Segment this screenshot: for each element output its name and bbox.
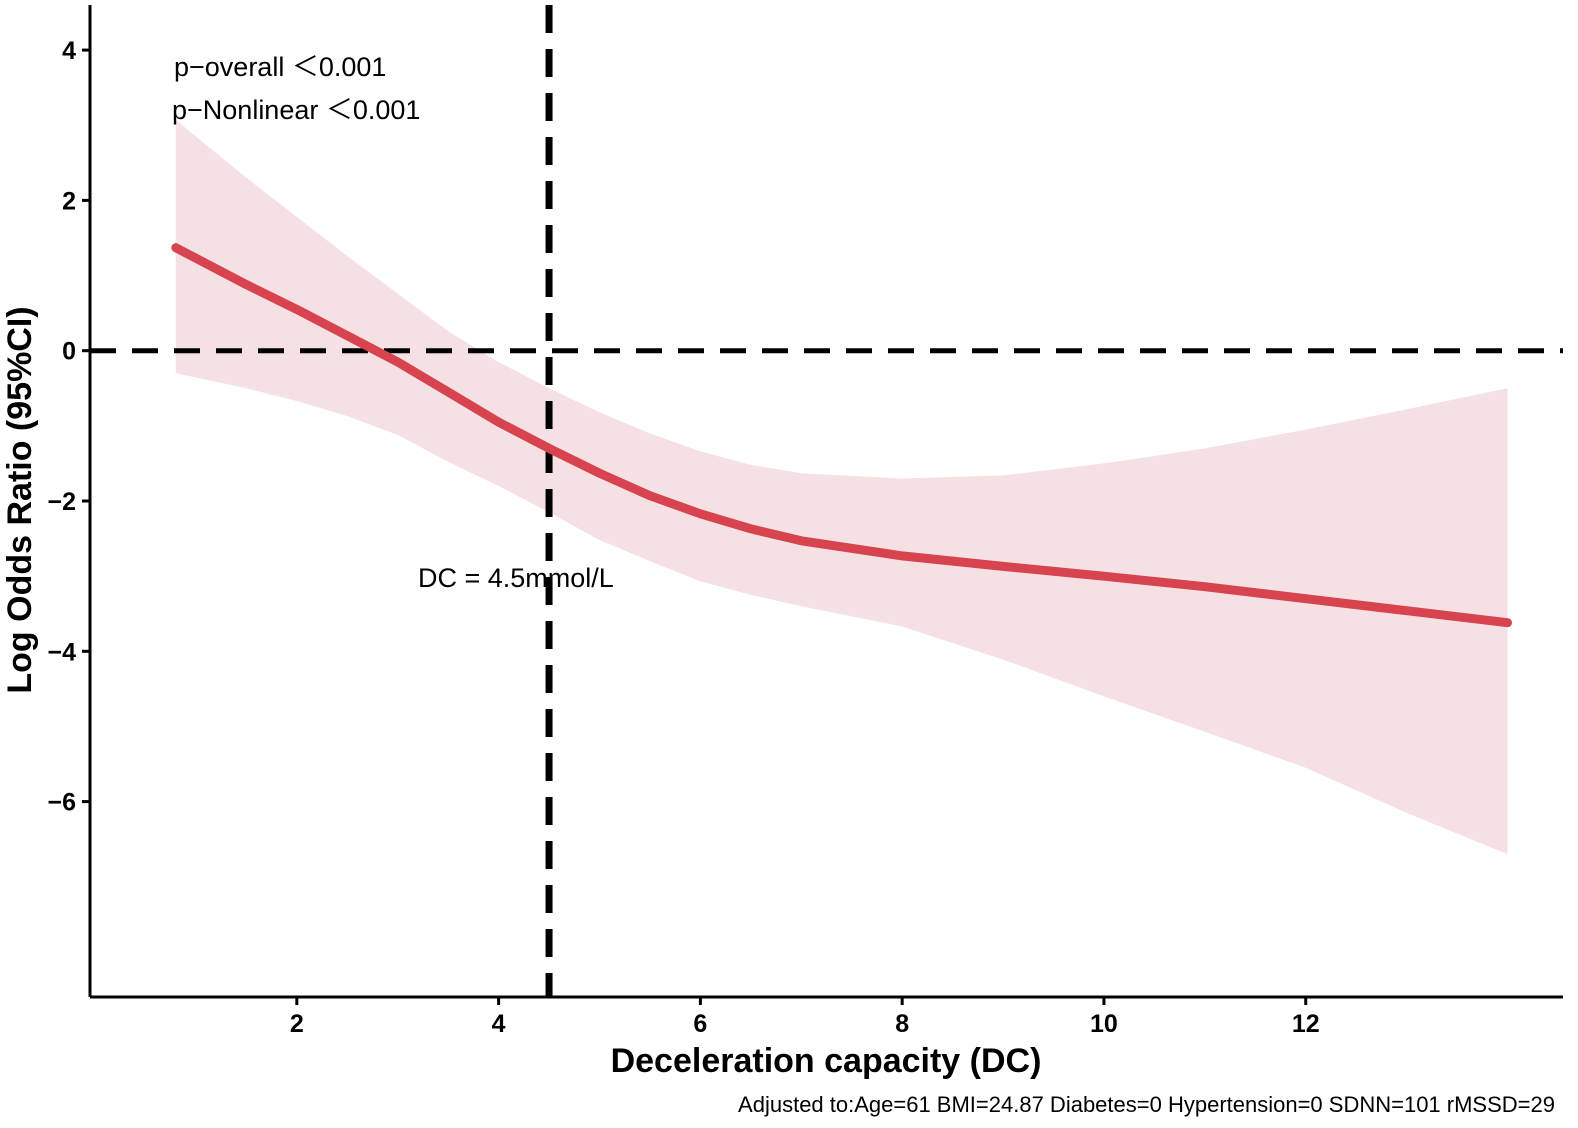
x-tick-label: 12 <box>1292 1010 1320 1038</box>
x-tick-label: 2 <box>290 1010 304 1038</box>
y-tick-label: −4 <box>47 638 76 666</box>
x-tick-label: 6 <box>693 1010 707 1038</box>
y-tick-label: 0 <box>62 338 76 366</box>
adjusted-note: Adjusted to:Age=61 BMI=24.87 Diabetes=0 … <box>738 1092 1555 1117</box>
confidence-band <box>175 120 1508 855</box>
y-ticks: 4 2 0 −2 −4 −6 <box>47 37 90 817</box>
x-axis-title: Deceleration capacity (DC) <box>611 1042 1042 1080</box>
y-tick-label: 2 <box>62 187 76 215</box>
plot-area <box>90 5 1563 997</box>
y-tick-label: 4 <box>62 37 76 65</box>
y-axis-title: Log Odds Ratio (95%CI) <box>1 306 39 693</box>
x-tick-label: 10 <box>1090 1010 1118 1038</box>
p-overall-label: p−overall ＜0.001 <box>174 52 386 82</box>
p-nonlinear-label: p−Nonlinear ＜0.001 <box>172 95 420 125</box>
axes: 2 4 6 8 10 12 4 2 0 −2 −4 −6 <box>47 5 1563 1038</box>
y-tick-label: −6 <box>47 789 76 817</box>
x-tick-label: 8 <box>895 1010 909 1038</box>
x-tick-label: 4 <box>492 1010 506 1038</box>
cutoff-label: DC = 4.5mmol/L <box>418 563 614 593</box>
y-tick-label: −2 <box>47 488 76 516</box>
log-odds-curve <box>171 243 1512 628</box>
x-ticks: 2 4 6 8 10 12 <box>290 997 1320 1038</box>
